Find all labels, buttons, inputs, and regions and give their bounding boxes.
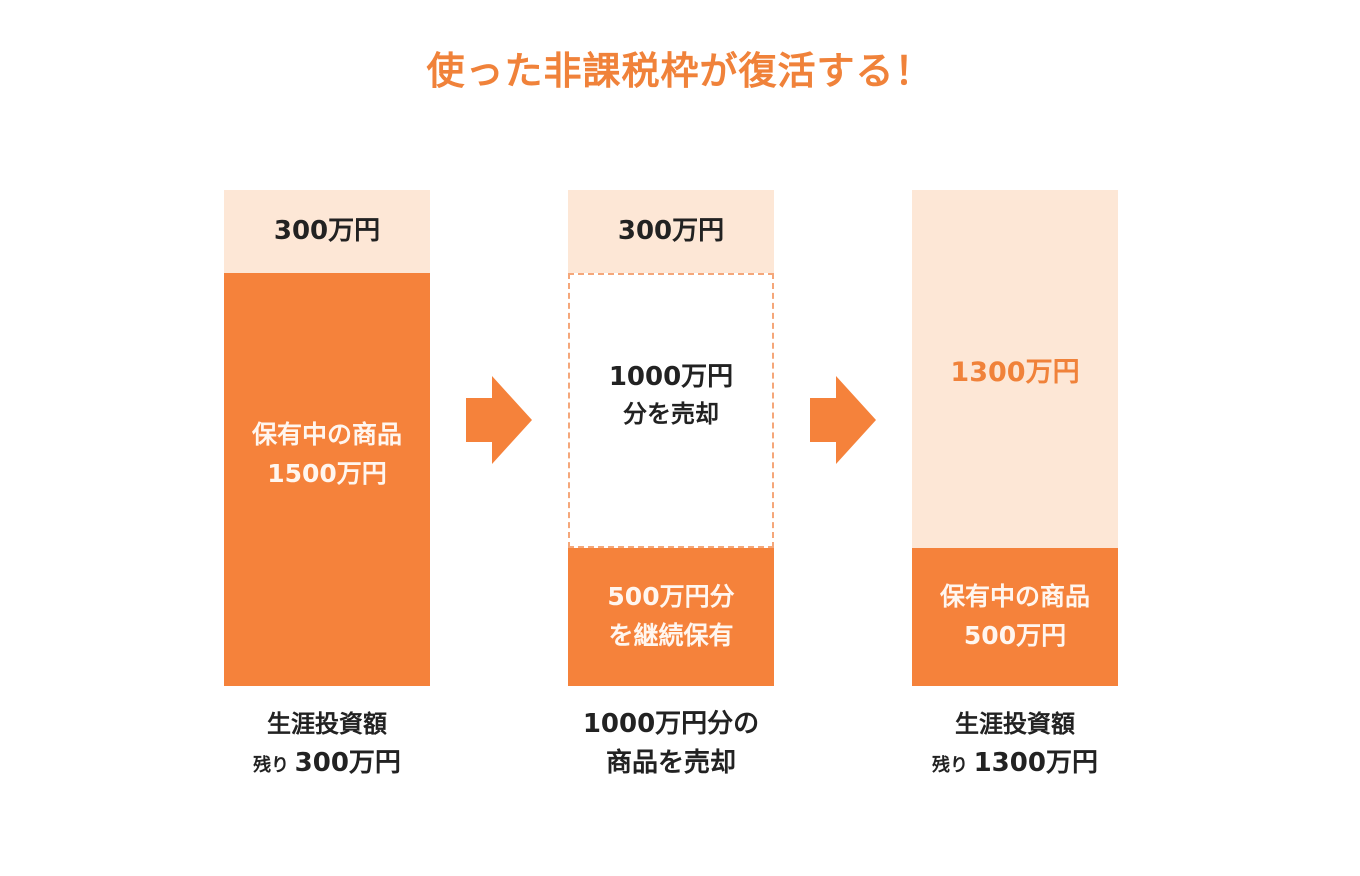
restored-allowance-label: 1300万円 [950, 357, 1080, 388]
holding-amount: 500万円 [963, 621, 1067, 650]
caption-title: 生涯投資額 [955, 710, 1075, 738]
page-title: 使った非課税枠が復活する！ [426, 49, 934, 93]
caption-line1: 1000万円分の [582, 709, 760, 739]
holding-box: 保有中の商品 1500万円 [224, 273, 430, 686]
caption-before: 生涯投資額 残り 300万円 [177, 705, 477, 786]
sold-box: 1000万円 分を売却 [568, 273, 774, 548]
remaining-allowance-label: 300万円 [617, 215, 725, 246]
remaining-allowance-box: 300万円 [568, 190, 774, 273]
sold-label: 分を売却 [623, 399, 719, 428]
caption-prefix: 残り [253, 755, 290, 776]
sold-amount: 1000万円 [608, 362, 734, 393]
holding-label: 保有中の商品 [251, 419, 402, 449]
holding-label: 保有中の商品 [939, 582, 1090, 612]
arrow-right-icon [810, 376, 876, 464]
remaining-allowance-label: 300万円 [273, 215, 381, 246]
arrow-right-icon [466, 376, 532, 464]
caption-sell: 1000万円分の 商品を売却 [521, 705, 821, 783]
caption-amount: 300万円 [294, 748, 401, 778]
caption-line2: 商品を売却 [605, 748, 736, 778]
restored-allowance-box: 1300万円 [912, 190, 1118, 548]
kept-amount: 500万円分 [607, 582, 735, 612]
holding-box: 保有中の商品 500万円 [912, 548, 1118, 686]
caption-after: 生涯投資額 残り 1300万円 [865, 705, 1165, 786]
remaining-allowance-box: 300万円 [224, 190, 430, 273]
caption-prefix: 残り [932, 755, 969, 776]
kept-label: を継続保有 [608, 621, 734, 650]
caption-amount: 1300万円 [973, 748, 1098, 778]
kept-box: 500万円分 を継続保有 [568, 548, 774, 686]
holding-amount: 1500万円 [267, 458, 387, 488]
caption-title: 生涯投資額 [267, 710, 387, 738]
